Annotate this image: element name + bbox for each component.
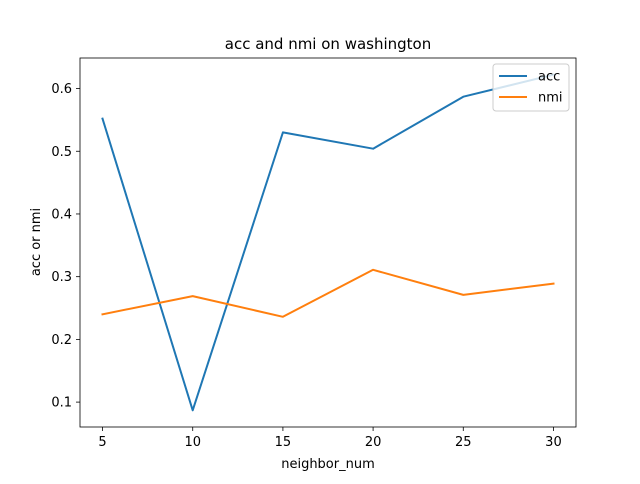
chart-title: acc and nmi on washington (225, 35, 432, 53)
y-tick-label: 0.2 (51, 333, 72, 348)
x-tick-label: 10 (184, 435, 201, 450)
x-tick-label: 20 (365, 435, 382, 450)
y-tick-label: 0.5 (51, 145, 72, 160)
x-axis-label: neighbor_num (281, 457, 375, 472)
series-line-nmi (101, 268, 555, 318)
x-tick-label: 30 (545, 435, 562, 450)
x-tick-label: 15 (275, 435, 292, 450)
y-axis-label: acc or nmi (29, 208, 44, 276)
x-axis-ticks: 5 10 15 20 25 30 (98, 427, 562, 450)
y-tick-label: 0.1 (51, 396, 72, 411)
plot-area-frame (79, 57, 577, 428)
legend-label-nmi: nmi (538, 91, 563, 106)
legend: acc nmi (492, 63, 570, 112)
y-tick-label: 0.4 (51, 207, 72, 222)
legend-label-acc: acc (538, 70, 560, 85)
y-axis-ticks: 0.1 0.2 0.3 0.4 0.5 0.6 (51, 82, 80, 411)
x-tick-label: 5 (98, 435, 106, 450)
y-tick-label: 0.6 (51, 82, 72, 97)
series-lines (101, 73, 555, 412)
x-tick-label: 25 (455, 435, 472, 450)
series-line-acc (101, 73, 555, 412)
y-tick-label: 0.3 (51, 270, 72, 285)
